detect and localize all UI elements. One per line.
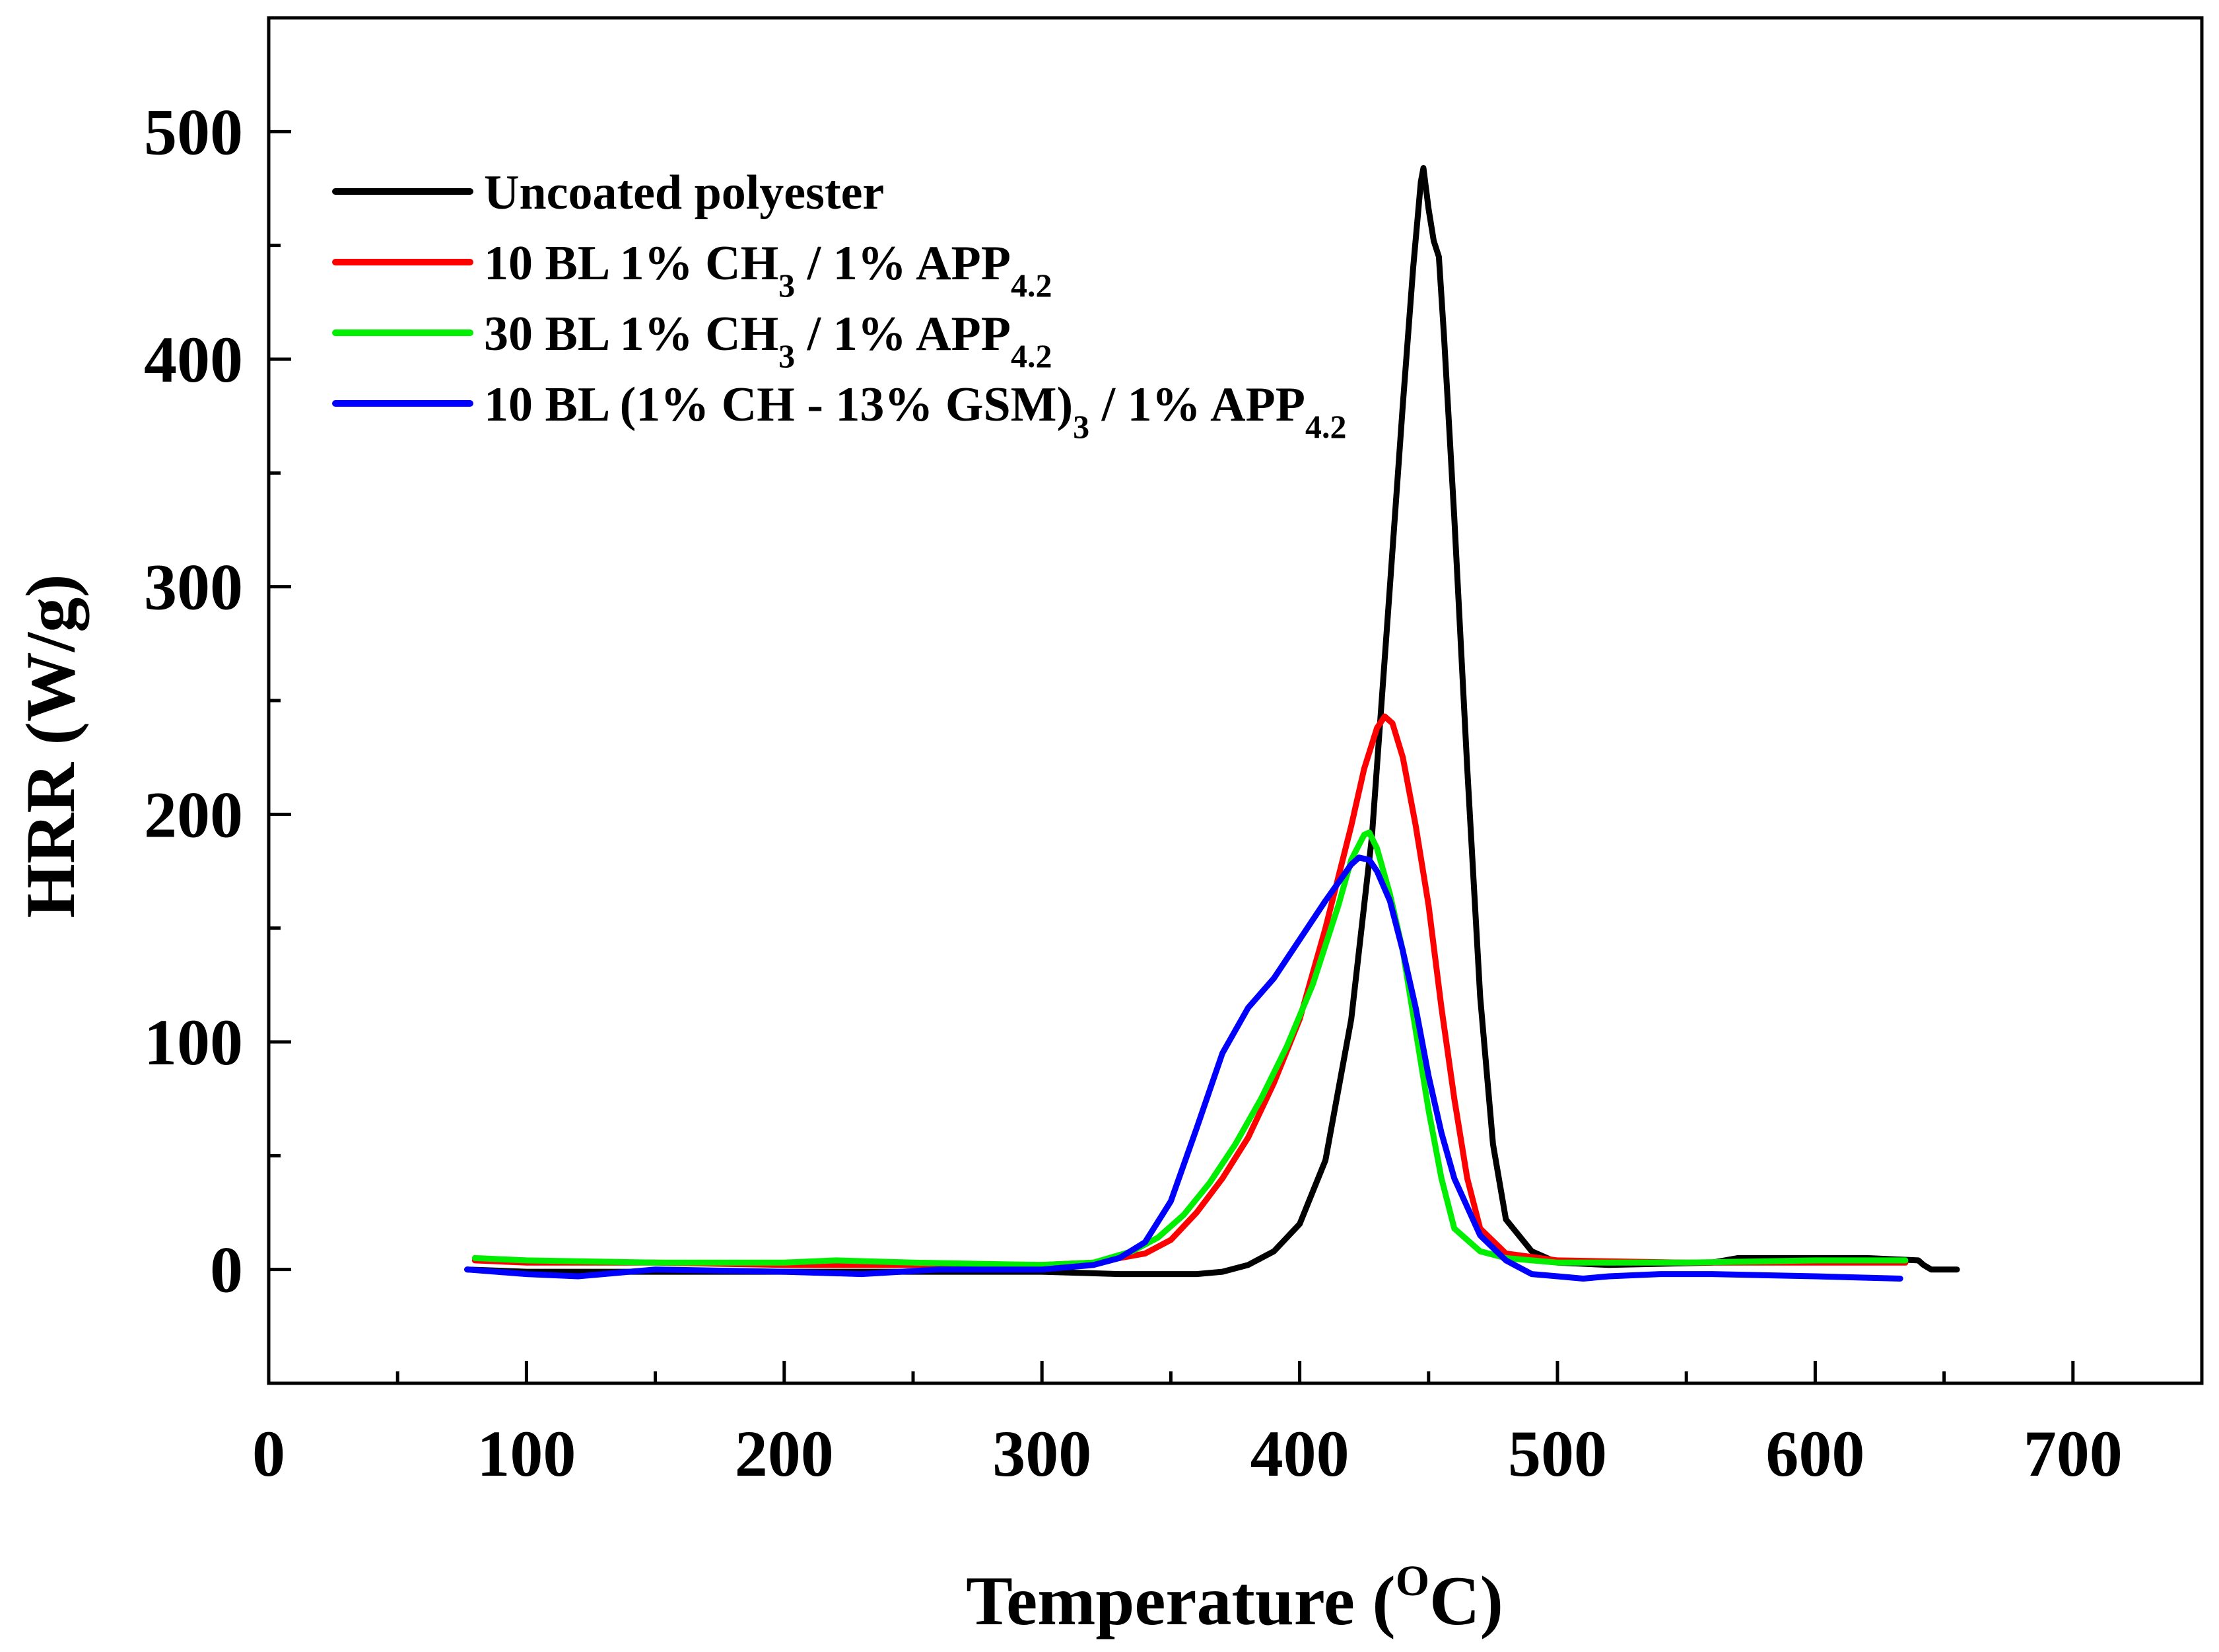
- y-tick-label: 500: [144, 95, 243, 168]
- x-axis-title-sup: O: [1396, 1557, 1429, 1605]
- x-tick-label: 500: [1508, 1417, 1607, 1490]
- y-axis-title: HRR (W/g): [12, 574, 89, 918]
- x-tick-label: 700: [2024, 1417, 2123, 1490]
- x-tick-label: 100: [477, 1417, 576, 1490]
- y-tick-label: 0: [210, 1233, 243, 1307]
- y-tick-label: 100: [144, 1006, 243, 1079]
- x-tick-label: 600: [1765, 1417, 1864, 1490]
- axis-ticks: 0 100 200 300 400 500 600 700 0 100 200 300 400 500: [144, 16, 2123, 1490]
- x-tick-label: 200: [735, 1417, 834, 1490]
- legend-label-4: 10 BL (1% CH - 13% GSM)3 / 1% APP4.2: [484, 378, 1346, 445]
- series-lines: [464, 165, 1960, 1282]
- x-axis-title-main: Temperature (: [966, 1562, 1396, 1639]
- legend-label-3: 30 BL 1% CH3 / 1% APP4.2: [484, 307, 1052, 374]
- legend-label-1: Uncoated polyester: [484, 166, 884, 220]
- plot-frame: [267, 16, 2204, 1385]
- series-line-4: [464, 854, 1903, 1282]
- series-line-2: [471, 713, 1909, 1268]
- y-tick-label: 200: [144, 778, 243, 851]
- x-tick-label: 0: [252, 1417, 285, 1490]
- x-tick-label: 400: [1250, 1417, 1349, 1490]
- x-axis-title-tail: C): [1429, 1562, 1503, 1639]
- y-tick-label: 300: [144, 551, 243, 624]
- legend: Uncoated polyester 10 BL 1% CH3 / 1% APP4…: [332, 166, 1346, 445]
- series-line-3: [471, 829, 1909, 1268]
- x-tick-label: 300: [992, 1417, 1091, 1490]
- y-tick-label: 400: [144, 323, 243, 396]
- legend-label-2: 10 BL 1% CH3 / 1% APP4.2: [484, 236, 1052, 304]
- x-axis-title: Temperature (OC): [966, 1557, 1503, 1639]
